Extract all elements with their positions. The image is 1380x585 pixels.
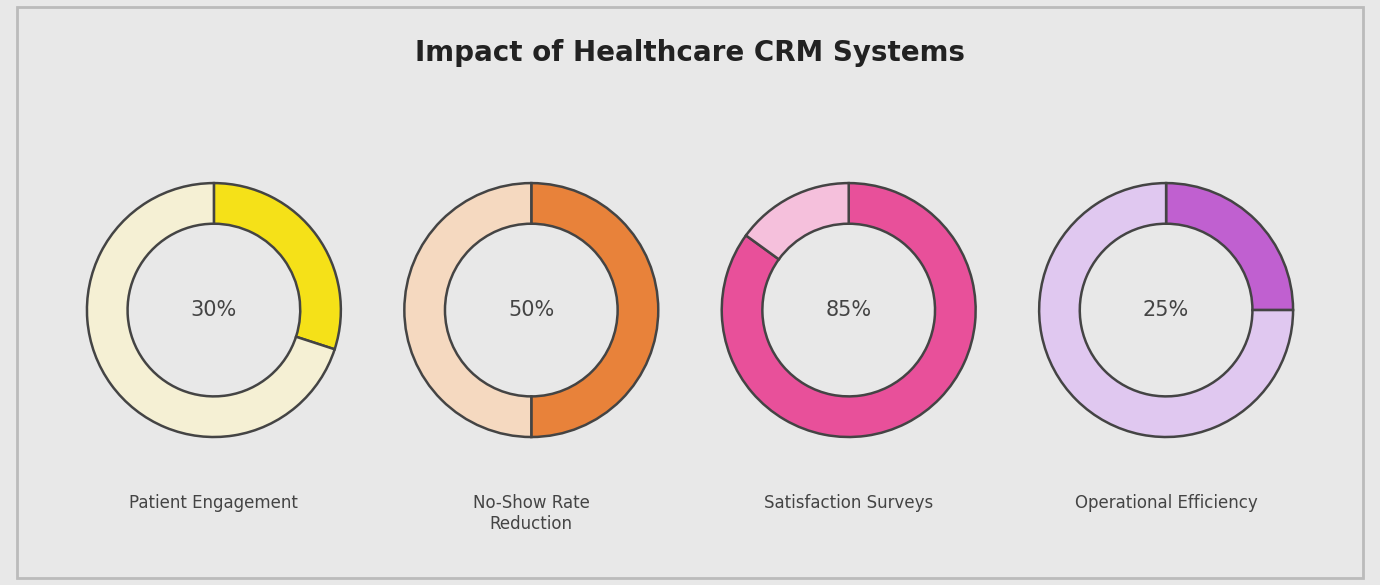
Wedge shape [1166,183,1293,310]
Text: 25%: 25% [1143,300,1190,320]
Wedge shape [87,183,334,437]
Wedge shape [747,183,849,259]
Text: Patient Engagement: Patient Engagement [130,494,298,512]
Wedge shape [404,183,531,437]
Wedge shape [1039,183,1293,437]
Text: 50%: 50% [508,300,555,320]
Wedge shape [722,183,976,437]
Text: Operational Efficiency: Operational Efficiency [1075,494,1257,512]
Text: No-Show Rate
Reduction: No-Show Rate Reduction [473,494,589,533]
Text: 30%: 30% [190,300,237,320]
Text: Satisfaction Surveys: Satisfaction Surveys [765,494,933,512]
Wedge shape [214,183,341,349]
Text: Impact of Healthcare CRM Systems: Impact of Healthcare CRM Systems [415,39,965,67]
Text: 85%: 85% [825,300,872,320]
Wedge shape [531,183,658,437]
